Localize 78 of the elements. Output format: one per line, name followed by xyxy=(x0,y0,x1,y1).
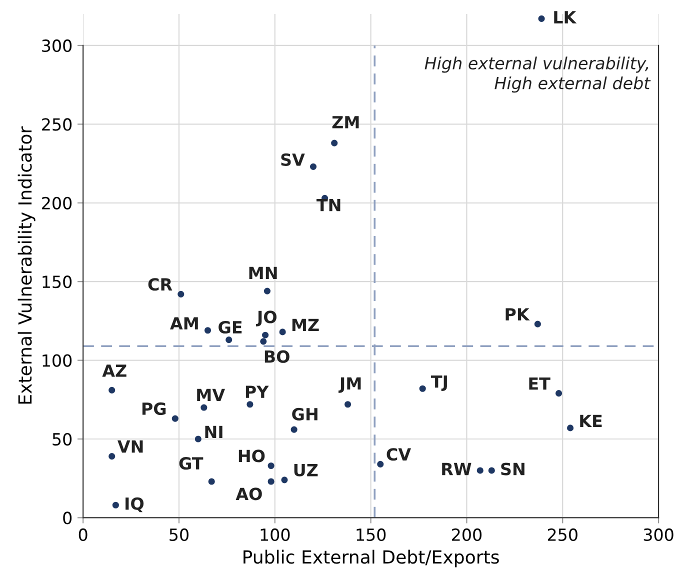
annotation: HO xyxy=(238,450,265,462)
annotation: TJ xyxy=(431,376,447,392)
y-tick-label: 150 xyxy=(42,276,72,288)
annotation: High external vulnerability, High external debt xyxy=(424,56,651,93)
point xyxy=(108,453,116,460)
annotation: ZM xyxy=(332,116,359,128)
annotation: RW xyxy=(442,462,472,476)
annotation: CR xyxy=(148,278,172,291)
x-tick-label: 150 xyxy=(356,528,386,542)
annotation: MZ xyxy=(292,318,319,332)
annotation: JM xyxy=(338,377,361,393)
point xyxy=(226,336,232,344)
point xyxy=(538,15,545,22)
x-tick-label: 50 xyxy=(170,528,188,542)
annotation: GH xyxy=(292,408,318,420)
point xyxy=(488,467,495,474)
annotation: GT xyxy=(179,457,204,470)
annotation: GE xyxy=(218,320,242,334)
annotation: VN xyxy=(117,440,143,453)
y-tick-label: 250 xyxy=(42,118,72,131)
annotation: CV xyxy=(386,448,411,461)
point xyxy=(208,478,215,485)
y-tick-label: 300 xyxy=(42,39,72,52)
point xyxy=(567,424,574,432)
point xyxy=(194,436,202,442)
annotation: SN xyxy=(501,462,524,476)
annotation: AZ xyxy=(102,364,126,377)
point xyxy=(419,385,426,392)
annotation: IQ xyxy=(126,497,144,512)
x-tick-label: 100 xyxy=(260,528,290,542)
point xyxy=(260,338,267,345)
point xyxy=(268,462,274,470)
annotation: PY xyxy=(246,386,269,398)
point xyxy=(200,404,208,411)
annotation: PK xyxy=(506,308,530,320)
y-tick-label: 200 xyxy=(42,196,72,210)
point xyxy=(246,401,254,408)
x-tick-label: 0 xyxy=(78,528,88,542)
point xyxy=(534,320,541,328)
annotation: NI xyxy=(205,426,222,438)
annotation: SV xyxy=(281,153,305,166)
point xyxy=(204,327,212,334)
x-tick-label: 250 xyxy=(548,528,578,542)
point xyxy=(331,140,338,146)
annotation: PG xyxy=(142,402,166,416)
point xyxy=(264,288,271,294)
point xyxy=(281,476,288,484)
y-tick-label: 0 xyxy=(63,512,72,524)
point xyxy=(112,502,119,508)
point xyxy=(555,390,562,397)
point xyxy=(377,460,384,468)
y-tick-label: 50 xyxy=(52,432,72,446)
annotation: JO xyxy=(256,310,277,326)
annotation: ET xyxy=(529,377,550,390)
annotation: MV xyxy=(197,388,225,402)
x-tick-label: 300 xyxy=(644,528,674,542)
point xyxy=(344,401,352,408)
annotation: AM xyxy=(170,317,198,330)
annotation: MN xyxy=(249,266,277,279)
y-tick-label: 100 xyxy=(42,354,72,367)
point xyxy=(172,415,178,422)
point xyxy=(268,478,274,485)
point xyxy=(108,386,116,394)
annotation: UZ xyxy=(294,464,318,476)
annotation: LK xyxy=(554,11,577,24)
point xyxy=(262,332,269,338)
annotation: TN xyxy=(316,198,340,212)
point xyxy=(310,163,317,170)
annotation: KE xyxy=(580,414,602,428)
point xyxy=(279,328,286,336)
annotation: AO xyxy=(236,488,262,500)
x-axis-title: Public External Debt/Exports xyxy=(244,550,499,568)
x-tick-label: 200 xyxy=(452,528,482,542)
y-axis-title: External Vulnerability Indicator xyxy=(18,126,36,404)
point xyxy=(290,426,298,433)
point xyxy=(178,290,184,298)
annotation: BO xyxy=(264,350,290,363)
point xyxy=(476,467,484,474)
